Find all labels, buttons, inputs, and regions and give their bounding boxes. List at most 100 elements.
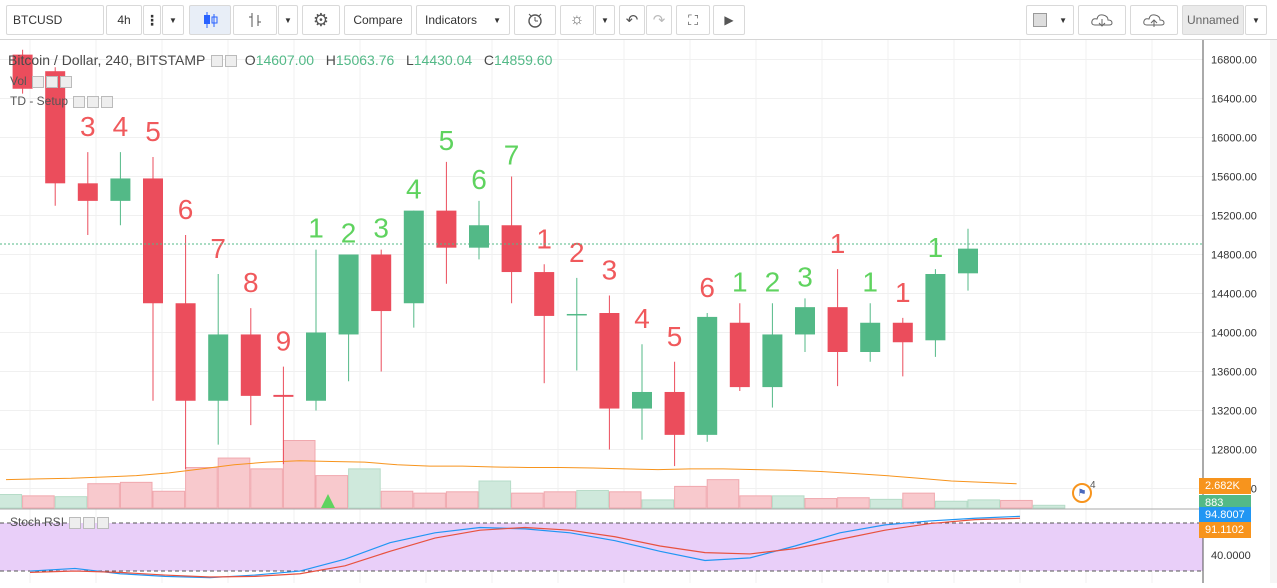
td-eye-icon[interactable] — [73, 95, 86, 108]
volume-bar — [282, 440, 316, 509]
chevron-down-icon: ▼ — [601, 15, 609, 25]
candle-body — [175, 303, 196, 401]
events-badge[interactable]: ⚑ — [1072, 483, 1092, 503]
save-layout-button[interactable] — [1130, 5, 1178, 35]
td-count-label: 6 — [471, 164, 487, 195]
rsi-band — [0, 523, 1203, 571]
redo-button[interactable]: ↷ — [646, 5, 672, 35]
fullscreen-button[interactable]: ⛶ — [676, 5, 710, 35]
volume-bar — [445, 491, 479, 509]
volume-bar — [674, 485, 707, 509]
td-count-label: 1 — [895, 277, 911, 308]
candle-body — [762, 334, 783, 388]
compare-button[interactable]: Compare — [344, 5, 412, 35]
volume-bar — [87, 483, 120, 509]
layout-name-button[interactable]: Unnamed — [1182, 5, 1244, 35]
price-axis-tick: 15200.00 — [1211, 211, 1257, 223]
candle-body — [110, 178, 131, 201]
volume-bar — [608, 491, 642, 509]
high-label: H — [325, 52, 336, 68]
td-count-label: 2 — [341, 218, 357, 249]
interval-button[interactable]: 4h — [106, 5, 142, 35]
load-layout-button[interactable] — [1078, 5, 1126, 35]
td-count-label: 1 — [308, 213, 324, 244]
stoch-eye-icon[interactable] — [69, 516, 82, 529]
volume-bar — [22, 495, 55, 509]
legend-settings-icon[interactable] — [225, 55, 238, 68]
undo-icon: ↶ — [625, 12, 639, 29]
td-count-label: 3 — [602, 254, 618, 285]
main-legend: Bitcoin / Dollar, 240, BITSTAMP O14607.0… — [8, 52, 552, 68]
stoch-close-icon[interactable] — [97, 516, 110, 529]
vol-eye-icon[interactable] — [32, 75, 45, 88]
candle-body — [892, 322, 913, 343]
settings-button[interactable]: ⚙ — [302, 5, 340, 35]
chart-style-dropdown[interactable]: ▼ — [278, 5, 298, 35]
replay-button[interactable]: ▶ — [713, 5, 745, 35]
compare-label: Compare — [353, 13, 403, 27]
volume-bar — [119, 481, 153, 509]
volume-bar — [1032, 504, 1066, 509]
volume-bar — [837, 497, 870, 509]
indicators-label: Indicators — [425, 13, 478, 27]
candle-body — [632, 391, 652, 409]
td-settings-icon[interactable] — [87, 95, 100, 108]
close-value: 14859.60 — [493, 52, 553, 68]
td-count-label: 7 — [210, 233, 226, 264]
td-count-label: 5 — [439, 125, 455, 156]
vol-legend: Vol — [10, 74, 73, 88]
events-count: 4 — [1090, 480, 1096, 491]
td-count-label: 6 — [178, 194, 194, 225]
volume-bar — [739, 495, 772, 509]
vol-close-icon[interactable] — [60, 75, 73, 88]
legend-eye-icon[interactable] — [211, 55, 224, 68]
chart-area[interactable]: 3 4 5 6 7 8 9 1 2 3 4 5 6 7 1 2 3 4 5 6 1 2 3 1 1 1 1 16800.00 16400… — [0, 40, 1277, 583]
volume-bar — [967, 499, 1001, 509]
close-label: C — [483, 52, 494, 68]
ideas-button[interactable]: ☼ — [560, 5, 594, 35]
candles-style-button[interactable] — [189, 5, 231, 35]
td-count-label: 5 — [667, 321, 683, 352]
volume-bar — [217, 457, 251, 509]
play-icon: ▶ — [724, 13, 734, 27]
interval-more-button[interactable]: ⋮ — [143, 5, 161, 35]
td-label: TD - Setup — [10, 94, 69, 108]
undo-button[interactable]: ↶ — [619, 5, 645, 35]
layout-dropdown[interactable]: ▼ — [1245, 5, 1267, 35]
indicators-button[interactable]: Indicators ▼ — [416, 5, 510, 35]
candle-body — [925, 274, 946, 341]
bars-style-button[interactable] — [233, 5, 277, 35]
chevron-down-icon: ▼ — [1059, 15, 1067, 25]
ideas-dropdown[interactable]: ▼ — [595, 5, 615, 35]
price-axis-tick: 12800.00 — [1211, 445, 1257, 457]
td-count-label: 2 — [569, 237, 585, 268]
vol-settings-icon[interactable] — [46, 75, 59, 88]
td-count-label: 3 — [373, 213, 389, 244]
right-scrollbar[interactable] — [1270, 40, 1277, 583]
td-close-icon[interactable] — [101, 95, 114, 108]
td-count-label: 9 — [276, 326, 292, 357]
stoch-legend: Stoch RSI — [10, 515, 110, 529]
symbol-search-input[interactable]: BTCUSD — [6, 5, 104, 35]
candle-body — [827, 307, 848, 352]
volume-bar — [543, 491, 577, 509]
gear-icon: ⚙ — [312, 9, 330, 30]
candle-body — [12, 54, 33, 89]
td-count-label: 1 — [732, 266, 748, 297]
volume-bar — [869, 498, 903, 509]
stoch-settings-icon[interactable] — [83, 516, 96, 529]
price-axis-tick: 14000.00 — [1211, 328, 1257, 340]
alert-button[interactable] — [514, 5, 556, 35]
volume-bar — [576, 489, 609, 509]
td-count-label: 4 — [406, 174, 422, 205]
volume-bar — [478, 480, 512, 509]
price-axis-tick: 14800.00 — [1211, 250, 1257, 262]
td-count-label: 1 — [536, 223, 552, 254]
fullscreen-icon: ⛶ — [688, 11, 698, 28]
layout-color-button[interactable]: ▼ — [1026, 5, 1074, 35]
price-axis-tick: 16000.00 — [1211, 133, 1257, 145]
candle-body — [729, 322, 750, 388]
td-count-label: 3 — [80, 111, 96, 142]
interval-dropdown-button[interactable]: ▼ — [162, 5, 184, 35]
